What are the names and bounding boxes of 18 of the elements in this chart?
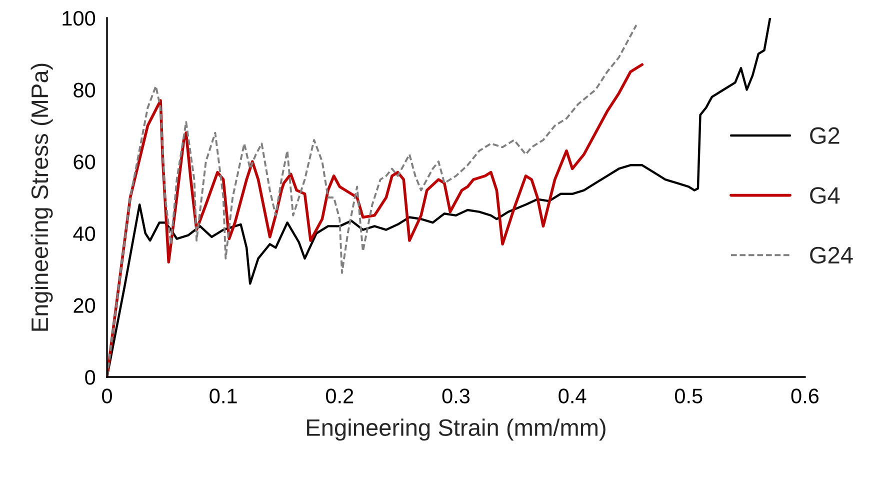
x-tick-label: 0.5 (674, 388, 702, 404)
x-tick-label: 0.3 (442, 388, 470, 404)
y-axis-title: Engineering Stress (MPa) (30, 64, 53, 331)
x-tick-label: 0.4 (558, 388, 586, 404)
x-tick-label: 0.2 (326, 388, 354, 404)
y-tick-label: 40 (73, 226, 96, 242)
y-tick-label: 0 (85, 370, 96, 385)
x-tick-label: 0.1 (210, 388, 237, 404)
legend-label: G2 (810, 127, 840, 144)
x-tick-label: 0.6 (791, 388, 819, 404)
x-tick-label: 0 (102, 388, 112, 404)
x-axis-title: Engineering Strain (mm/mm) (307, 418, 606, 441)
y-tick-label: 20 (74, 298, 96, 313)
y-tick-label: 80 (74, 82, 96, 98)
y-tick-label: 60 (74, 154, 96, 170)
legend-label: G4 (810, 187, 840, 204)
legend-label: G24 (810, 246, 853, 264)
y-tick-label: 100 (62, 10, 96, 26)
